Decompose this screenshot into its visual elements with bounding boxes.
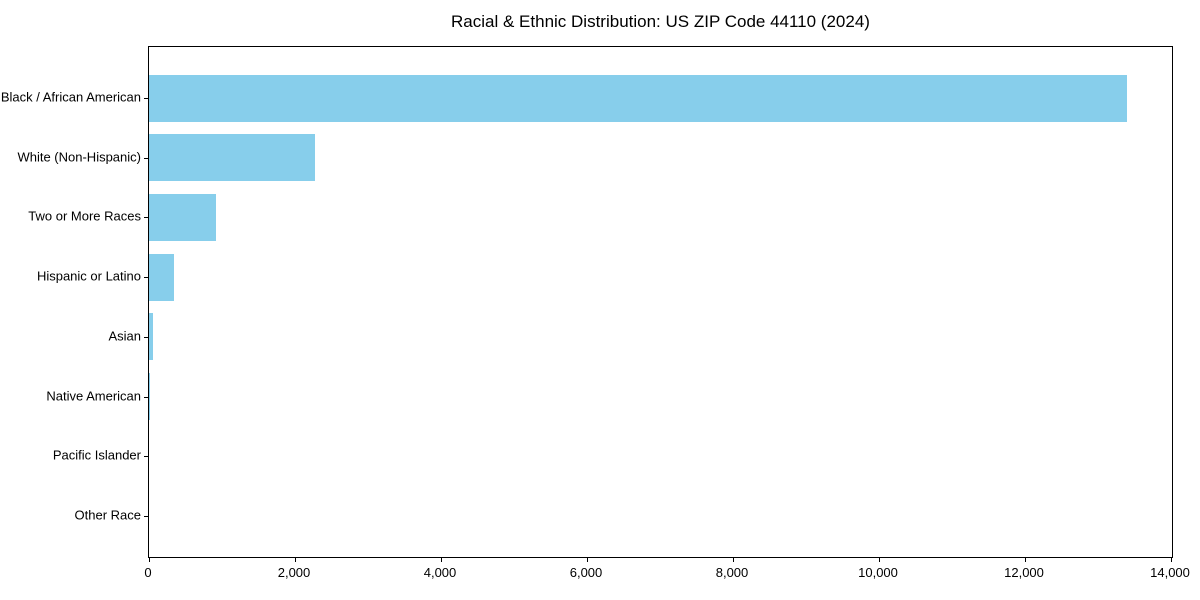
x-tick-label: 6,000 (569, 565, 603, 580)
x-tick-label: 4,000 (423, 565, 457, 580)
x-tick-label: 14,000 (1150, 565, 1190, 580)
x-tick-label: 8,000 (715, 565, 749, 580)
x-tick (149, 557, 150, 562)
chart-title: Racial & Ethnic Distribution: US ZIP Cod… (451, 12, 870, 31)
bar-asian (149, 313, 153, 361)
x-tick (733, 557, 734, 562)
x-tick-label: 10,000 (858, 565, 898, 580)
y-tick (144, 157, 149, 159)
y-tick-label-asian: Asian (108, 328, 141, 344)
y-tick-label-white-non-hispanic: White (Non-Hispanic) (17, 149, 141, 165)
bar-hispanic-or-latino (149, 253, 174, 301)
x-tick (1171, 557, 1172, 562)
x-tick (879, 557, 880, 562)
x-tick-label: 0 (144, 565, 152, 580)
y-tick-label-pacific-islander: Pacific Islander (52, 447, 141, 463)
y-tick-label-two-or-more-races: Two or More Races (28, 208, 141, 224)
y-tick (144, 396, 149, 398)
bar-black-african-american (149, 74, 1128, 122)
bar-two-or-more-races (149, 193, 217, 241)
y-tick (144, 217, 149, 219)
x-tick-label: 12,000 (1004, 565, 1044, 580)
y-tick (144, 98, 149, 99)
y-tick (144, 336, 149, 338)
x-tick (1025, 557, 1026, 562)
plot-area (144, 46, 1173, 562)
x-tick-label: 2,000 (277, 565, 311, 580)
x-tick (441, 557, 442, 562)
y-tick (144, 515, 149, 517)
x-tick (295, 557, 296, 562)
y-tick-label-black-african-american: Black / African American (0, 89, 141, 105)
y-tick (144, 277, 149, 279)
y-tick-label-native-american: Native American (46, 388, 141, 403)
x-tick (587, 557, 588, 562)
y-tick-label-other-race: Other Race (74, 507, 141, 523)
bar-native-american (149, 373, 150, 420)
y-tick (144, 456, 149, 458)
bar-white-non-hispanic (149, 134, 315, 182)
y-tick-label-hispanic-or-latino: Hispanic or Latino (36, 268, 141, 284)
